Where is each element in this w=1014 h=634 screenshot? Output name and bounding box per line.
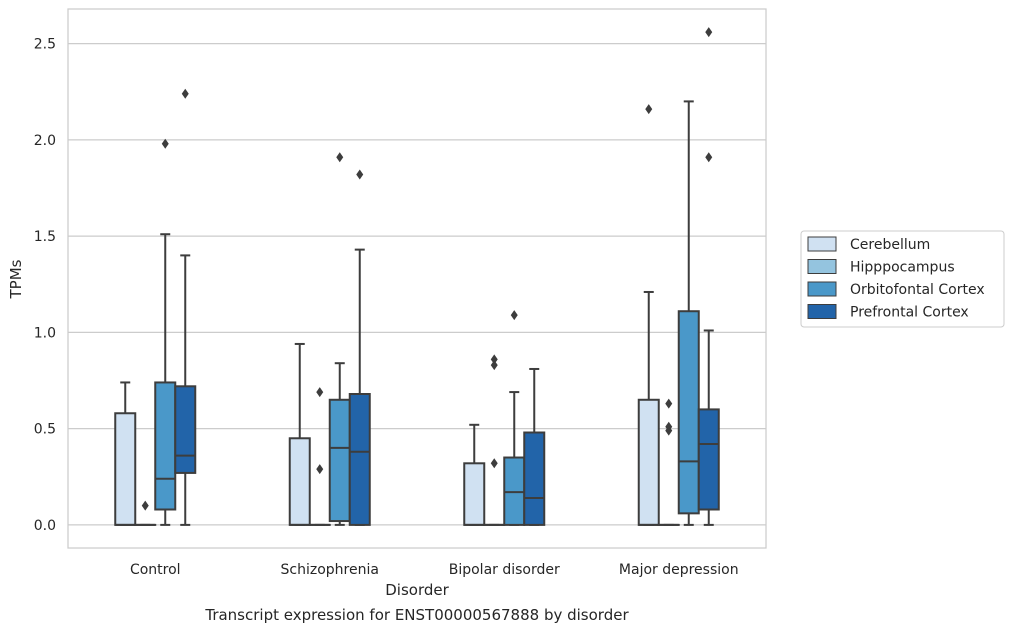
legend-swatch xyxy=(807,236,837,252)
outlier-point xyxy=(665,398,673,409)
outlier-point xyxy=(490,360,498,371)
box-cerebellum xyxy=(114,381,137,526)
box-orbitofontal-cortex xyxy=(328,152,351,526)
x-axis-title: Disorder xyxy=(385,581,449,599)
boxes xyxy=(114,27,720,526)
outlier-point xyxy=(161,138,169,149)
box-hipppocampus xyxy=(657,398,680,526)
x-tick-label: Major depression xyxy=(619,562,739,578)
box-body xyxy=(288,437,311,526)
legend-label: Hipppocampus xyxy=(850,260,955,276)
outlier-point xyxy=(705,152,713,163)
y-tick-label: 2.0 xyxy=(34,133,56,149)
box-prefrontal-cortex xyxy=(523,367,546,526)
outlier-point xyxy=(316,387,324,398)
legend-label: Prefrontal Cortex xyxy=(850,305,969,321)
outlier-point xyxy=(510,310,518,321)
box-hipppocampus xyxy=(134,500,157,526)
box-body xyxy=(677,310,700,515)
box-orbitofontal-cortex xyxy=(503,310,526,526)
legend-label: Cerebellum xyxy=(850,237,930,253)
outlier-point xyxy=(356,169,364,180)
box-orbitofontal-cortex xyxy=(154,138,177,526)
legend-label: Orbitofontal Cortex xyxy=(850,282,985,298)
box-body xyxy=(697,408,720,511)
y-tick-label: 2.5 xyxy=(34,37,56,53)
outlier-point xyxy=(336,152,344,163)
box-hipppocampus xyxy=(308,387,331,526)
box-body xyxy=(328,398,351,523)
legend-frame xyxy=(800,230,1005,328)
legend: Cerebellum Hipppocampus Orbitofontal Corte… xyxy=(800,230,1005,328)
outlier-point xyxy=(665,421,673,432)
outlier-point xyxy=(705,27,713,38)
x-tick-label: Schizophrenia xyxy=(281,562,379,578)
y-tick-label: 0.0 xyxy=(34,518,56,534)
outlier-point xyxy=(490,354,498,365)
outlier-point xyxy=(490,458,498,469)
box-body xyxy=(523,431,546,526)
outlier-point xyxy=(316,464,324,475)
box-body xyxy=(114,412,137,526)
chart-caption: Transcript expression for ENST0000056788… xyxy=(205,606,629,624)
box-prefrontal-cortex xyxy=(697,27,720,526)
box-body xyxy=(463,462,486,526)
plot-frame xyxy=(67,8,767,549)
x-tick-label: Control xyxy=(130,562,181,578)
box-orbitofontal-cortex xyxy=(677,100,700,526)
legend-swatch xyxy=(807,259,837,274)
box-body xyxy=(348,393,371,526)
legend-swatch xyxy=(807,281,837,297)
box-body xyxy=(637,398,660,526)
box-cerebellum xyxy=(637,104,660,526)
legend-swatch xyxy=(807,304,837,319)
outlier-point xyxy=(141,500,149,511)
box-prefrontal-cortex xyxy=(174,88,197,526)
box-cerebellum xyxy=(288,342,311,526)
box-body xyxy=(174,385,197,474)
y-tick-label: 1.0 xyxy=(34,325,56,341)
x-tick-label: Bipolar disorder xyxy=(449,562,560,578)
box-prefrontal-cortex xyxy=(348,169,371,526)
outlier-point xyxy=(645,104,653,115)
x-tick-labels: Control Schizophrenia Bipolar disorder Majo… xyxy=(130,562,739,578)
y-axis-title: TPMs xyxy=(7,259,25,299)
y-tick-label: 1.5 xyxy=(34,229,56,245)
box-cerebellum xyxy=(463,423,486,526)
y-tick-label: 0.5 xyxy=(34,422,56,438)
outlier-point xyxy=(181,88,189,99)
y-tick-labels: 0.0 0.5 1.0 1.5 2.0 2.5 xyxy=(34,37,56,534)
box-body xyxy=(154,381,177,511)
